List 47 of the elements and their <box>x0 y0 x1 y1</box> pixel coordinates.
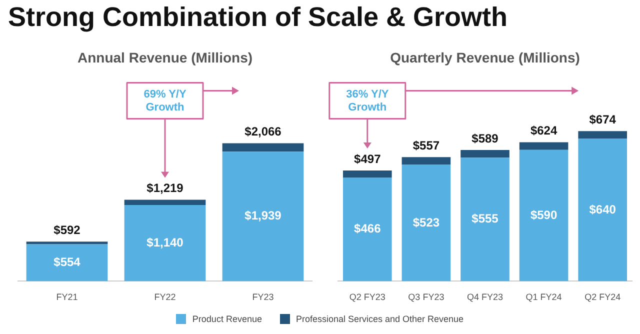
text: Strong Combination of Scale & Growth <box>8 2 508 33</box>
x-tick-label: FY21 <box>56 292 78 302</box>
total-label: $557 <box>412 138 440 152</box>
total-label: $1,219 <box>146 181 184 196</box>
text: 69% Y/Y Growth <box>144 88 187 114</box>
bar <box>402 157 451 165</box>
data-label: $466 <box>354 222 382 236</box>
bar <box>343 177 392 282</box>
total-label: $674 <box>589 112 616 126</box>
chart-title: Annual Revenue (Millions) <box>77 49 253 66</box>
x-tick-label: Q4 FY23 <box>466 292 504 302</box>
x-tick-label: FY23 <box>252 292 274 302</box>
bar <box>26 244 108 282</box>
total-label: $592 <box>54 222 81 237</box>
bar <box>124 205 206 282</box>
bar <box>578 138 627 282</box>
data-label: $555 <box>472 212 499 226</box>
text: 36% Y/Y Growth <box>346 88 390 114</box>
bar <box>460 150 510 158</box>
x-tick-label: Q2 FY23 <box>349 292 386 302</box>
bar <box>343 170 392 178</box>
data-label: $554 <box>54 255 81 270</box>
data-label: $1,939 <box>244 208 282 223</box>
data-label: $523 <box>412 215 440 230</box>
x-tick-label: Q1 FY24 <box>526 292 562 302</box>
legend-label: Product Revenue <box>191 314 262 324</box>
bar <box>519 142 568 150</box>
bar <box>460 158 510 282</box>
bar <box>402 164 451 282</box>
total-label: $624 <box>530 124 558 138</box>
total-label: $2,066 <box>244 124 282 139</box>
bar <box>578 131 627 139</box>
total-label: $497 <box>354 152 382 166</box>
bar <box>222 152 304 282</box>
data-label: $590 <box>530 208 558 222</box>
x-tick-label: FY22 <box>154 292 176 302</box>
x-tick-label: Q3 FY23 <box>408 292 444 302</box>
bar <box>222 143 304 152</box>
bar <box>519 150 568 282</box>
chart-title: Quarterly Revenue (Millions) <box>390 49 580 66</box>
x-tick-label: Q2 FY24 <box>584 292 621 302</box>
bar <box>26 242 108 244</box>
bar <box>124 200 206 206</box>
legend-label: Professional Services and Other Revenue <box>294 314 464 324</box>
data-label: $640 <box>589 202 616 216</box>
total-label: $589 <box>472 131 499 146</box>
data-label: $1,140 <box>146 235 184 250</box>
